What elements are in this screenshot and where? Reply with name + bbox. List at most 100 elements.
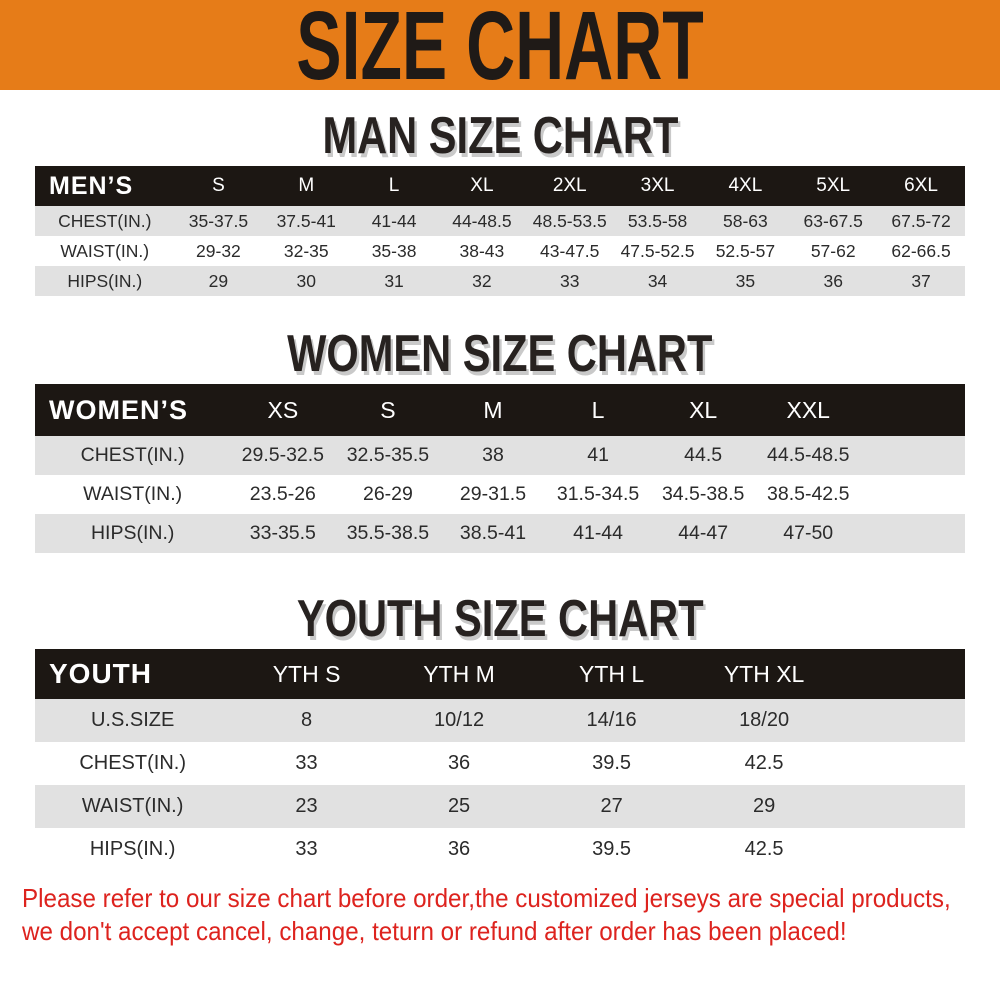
size-value-cell: 44.5: [684, 444, 723, 466]
column-header: S: [380, 396, 396, 423]
size-value-cell: 52.5-57: [715, 240, 776, 261]
women-table-header-row: WOMEN’S XS S M L XL XXL: [35, 384, 965, 436]
size-value-cell: 18/20: [739, 709, 790, 731]
table-title-cell: WOMEN’S: [49, 394, 188, 425]
table-row: CHEST(IN.) 33 36 39.5 42.5: [35, 742, 965, 785]
size-value-cell: 37: [911, 270, 931, 291]
table-row: WAIST(IN.) 23.5-26 26-29 29-31.5 31.5-34.5 34…: [35, 475, 965, 514]
table-row: HIPS(IN.) 33-35.5 35.5-38.5 38.5-41 41-44 44-…: [35, 514, 965, 553]
size-value-cell: 67.5-72: [891, 210, 951, 231]
women-section-heading-text: WOMEN SIZE CHART: [287, 325, 713, 383]
size-value-cell: 41-44: [371, 210, 417, 231]
size-value-cell: 32-35: [283, 240, 329, 261]
disclaimer-line-1: Please refer to our size chart before or…: [22, 883, 951, 913]
table-row: CHEST(IN.) 35-37.5 37.5-41 41-44 44-48.5 48.5…: [35, 206, 965, 236]
size-value-cell: 35-38: [371, 240, 417, 261]
column-header: 2XL: [552, 175, 587, 196]
column-header: S: [212, 175, 225, 196]
column-header: 5XL: [816, 175, 851, 196]
row-label: U.S.SIZE: [90, 709, 175, 731]
size-value-cell: 41-44: [573, 522, 623, 544]
column-header: 4XL: [728, 175, 763, 196]
table-row: WAIST(IN.) 23 25 27 29: [35, 785, 965, 828]
spacer-cell: [861, 436, 965, 475]
size-value-cell: 23.5-26: [249, 483, 316, 505]
table-title-cell: YOUTH: [49, 658, 152, 689]
spacer-cell: [861, 475, 965, 514]
size-value-cell: 44.5-48.5: [767, 444, 850, 466]
women-section-heading: WOMEN SIZE CHART: [0, 324, 1000, 384]
column-header: 3XL: [640, 175, 675, 196]
size-value-cell: 33: [295, 838, 318, 860]
spacer-cell: [861, 384, 965, 436]
size-value-cell: 29: [208, 270, 229, 291]
column-header: M: [483, 396, 503, 423]
size-value-cell: 29-32: [196, 240, 241, 261]
column-header: 6XL: [904, 175, 938, 196]
women-size-section: WOMEN SIZE CHART WOMEN’S XS S M L XL XXL CHEST…: [0, 324, 1000, 553]
size-value-cell: 31: [384, 270, 404, 291]
size-value-cell: 42.5: [744, 838, 784, 860]
size-value-cell: 47.5-52.5: [620, 240, 695, 261]
size-value-cell: 33: [295, 752, 318, 774]
size-value-cell: 63-67.5: [803, 210, 863, 231]
men-table-header-row: MEN’S S M L XL 2XL 3XL 4XL 5XL 6XL: [35, 166, 965, 206]
man-section-heading-text: MAN SIZE CHART: [322, 107, 678, 165]
spacer-cell: [840, 699, 965, 742]
size-value-cell: 8: [300, 709, 313, 731]
column-header: YTH L: [578, 660, 645, 687]
size-value-cell: 34: [647, 270, 668, 291]
size-value-cell: 30: [296, 270, 316, 291]
row-label: WAIST(IN.): [81, 795, 184, 817]
column-header: L: [388, 175, 400, 196]
size-value-cell: 38.5-42.5: [767, 483, 850, 505]
size-chart-banner: SIZE CHART: [0, 0, 1000, 94]
youth-size-table: YOUTH YTH S YTH M YTH L YTH XL U.S.SIZE 8 10/1…: [35, 649, 965, 871]
spacer-cell: [840, 785, 965, 828]
size-value-cell: 29-31.5: [459, 483, 527, 505]
size-value-cell: 31.5-34.5: [556, 483, 640, 505]
size-value-cell: 26-29: [362, 483, 413, 505]
size-value-cell: 25: [447, 795, 471, 817]
women-size-table: WOMEN’S XS S M L XL XXL CHEST(IN.) 29.5-32.5 32.…: [35, 384, 965, 553]
size-value-cell: 38.5-41: [459, 522, 527, 544]
page-title: SIZE CHART: [296, 0, 704, 100]
spacer-cell: [840, 828, 965, 871]
column-header: XS: [267, 396, 299, 423]
size-value-cell: 58-63: [723, 210, 768, 231]
size-value-cell: 48.5-53.5: [532, 210, 607, 231]
row-label: WAIST(IN.): [83, 483, 183, 505]
size-value-cell: 36: [823, 270, 843, 291]
youth-size-section: YOUTH SIZE CHART YOUTH YTH S YTH M YTH L YTH…: [0, 589, 1000, 871]
size-value-cell: 23: [295, 795, 318, 817]
size-value-cell: 33-35.5: [249, 522, 316, 544]
man-section-heading: MAN SIZE CHART: [0, 106, 1000, 166]
column-header: XL: [689, 396, 718, 423]
size-value-cell: 36: [447, 752, 471, 774]
size-value-cell: 33: [559, 270, 580, 291]
size-value-cell: 10/12: [434, 709, 485, 731]
size-value-cell: 37.5-41: [276, 210, 336, 231]
man-size-section: MAN SIZE CHART MEN’S S M L XL 2XL 3XL 4XL 5XL 6XL…: [0, 106, 1000, 296]
row-label: WAIST(IN.): [60, 240, 150, 261]
size-value-cell: 42.5: [744, 752, 784, 774]
size-value-cell: 35.5-38.5: [346, 522, 430, 544]
size-value-cell: 47-50: [783, 522, 834, 544]
row-label: HIPS(IN.): [67, 270, 143, 291]
column-header: YTH XL: [723, 660, 805, 687]
size-value-cell: 43-47.5: [540, 240, 600, 261]
youth-table-header-row: YOUTH YTH S YTH M YTH L YTH XL: [35, 649, 965, 699]
table-row: WAIST(IN.) 29-32 32-35 35-38 38-43 43-47.5 47.…: [35, 236, 965, 266]
size-value-cell: 53.5-58: [627, 210, 688, 231]
youth-section-heading-text: YOUTH SIZE CHART: [296, 590, 704, 648]
size-value-cell: 57-62: [810, 240, 856, 261]
column-header: XXL: [786, 396, 830, 423]
column-header: YTH S: [272, 660, 341, 687]
disclaimer-line-2: we don't accept cancel, change, teturn o…: [22, 916, 847, 946]
spacer-cell: [861, 514, 965, 553]
size-value-cell: 14/16: [586, 709, 637, 731]
size-value-cell: 27: [600, 795, 623, 817]
size-value-cell: 44-47: [678, 522, 729, 544]
table-row: HIPS(IN.) 29 30 31 32 33 34 35 36 37: [35, 266, 965, 296]
size-value-cell: 38: [482, 444, 504, 466]
